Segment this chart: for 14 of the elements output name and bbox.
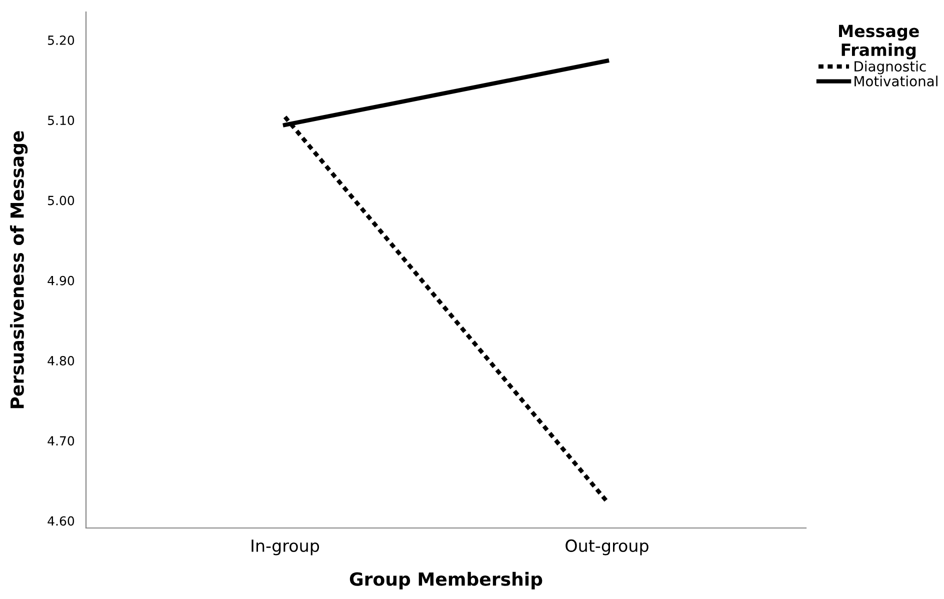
legend-label: Motivational [854,76,938,86]
y-tick-label: 5.00 [48,196,74,206]
x-tick-label: Out-group [566,539,648,556]
x-tick-label: In-group [252,540,320,556]
y-tick-label: 4.70 [48,436,74,446]
y-tick-label: 4.80 [48,356,74,366]
legend-label: Diagnostic [854,60,926,74]
y-axis-title: Persuasiveness of Message [10,131,28,408]
y-tick-label: 4.60 [48,516,74,526]
x-axis-title: Group Membership [350,572,542,590]
legend-title: Message Framing [839,24,919,60]
y-tick-label: 5.20 [48,36,74,45]
y-tick-label: 5.10 [48,116,74,126]
y-tick-label: 4.90 [48,276,74,286]
